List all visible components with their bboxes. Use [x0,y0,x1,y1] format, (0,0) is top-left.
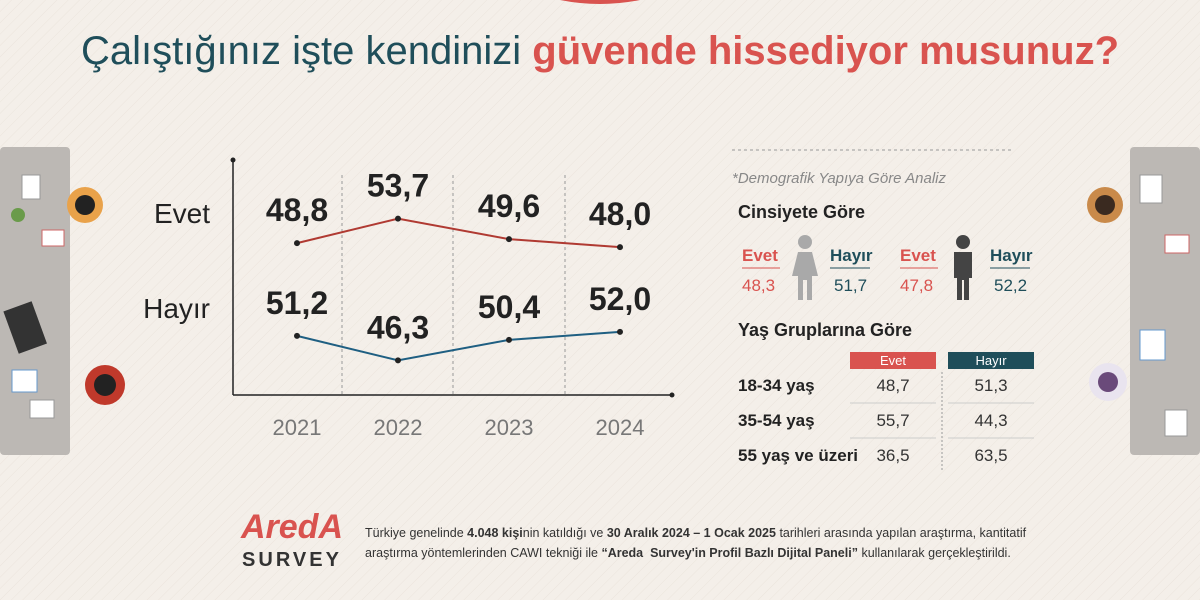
line [296,217,621,249]
title-part: güvende hissediyor musunuz? [532,29,1119,73]
footer-segment: tarihleri arasında yapılan araştırma, ka… [776,526,1027,540]
logo: AredA [240,508,343,546]
no-label: Hayır [990,246,1033,265]
footer-segment: araştırma yöntemlerinden CAWI tekniği il… [365,546,601,560]
point [294,332,300,339]
point [617,328,623,335]
line [296,330,621,362]
footer-text: Türkiye genelinde 4.048 kişinin katıldığ… [365,526,1027,560]
cell: 51,3 [974,376,1007,395]
x-tick-label: 2021 [273,415,322,440]
point [506,236,512,243]
cell: 36,5 [876,446,909,465]
section-title: Yaş Gruplarına Göre [738,320,912,340]
female-icon [792,235,818,300]
yes-value: 47,8 [900,276,933,295]
footer-line: araştırma yöntemlerinden CAWI tekniği il… [365,546,1011,560]
age-table: Evet Hayır 18-34 yaş 48,7 51,3 35-54 yaş 55,7 4… [738,353,1034,470]
yes-label: Evet [742,246,778,265]
footer-segment: “Areda Survey'in Profil Bazlı Dijital Pa… [601,546,858,560]
logo-sub: SURVEY [242,549,342,571]
cell: 55,7 [876,411,909,430]
no-value: 52,2 [994,276,1027,295]
no-label: Hayır [830,246,873,265]
no-value: 51,7 [834,276,867,295]
chart-frame [230,157,675,398]
value-label: 50,4 [478,289,540,325]
footer-segment: nin katıldığı ve [523,526,607,540]
point [395,357,401,364]
footer-segment: 30 Aralık 2024 – 1 Ocak 2025 [607,526,776,540]
header-label: Hayır [975,353,1007,368]
line-chart: 2021 2022 2023 2024 Evet 48,8 53,7 49,6 48,0 Hayı… [143,168,651,440]
cell: 44,3 [974,411,1007,430]
footer-line: Türkiye genelinde 4.048 kişinin katıldığ… [365,526,1027,540]
left-desk [0,147,125,455]
value-label: 51,2 [266,285,328,321]
value-label: 48,8 [266,192,328,228]
point [617,244,623,251]
yes-label: Evet [900,246,936,265]
cell: 48,7 [876,376,909,395]
title-part: Çalıştığınız işte kendinizi [81,29,532,73]
cell: 63,5 [974,446,1007,465]
footer-segment: Türkiye genelinde [365,526,467,540]
point [294,240,300,247]
value-label: 52,0 [589,281,651,317]
section-title: Cinsiyete Göre [738,202,865,222]
row-label: 18-34 yaş [738,376,815,395]
x-tick-label: 2022 [374,415,423,440]
yes-value: 48,3 [742,276,775,295]
header-cell [948,352,1034,369]
value-label: 49,6 [478,188,540,224]
x-tick-label: 2024 [596,415,645,440]
row-label: 35-54 yaş [738,411,815,430]
footer-segment: 4.048 kişi [467,526,523,540]
series-label: Hayır [143,293,210,324]
value-label: 48,0 [589,196,651,232]
series-label: Evet [154,198,210,229]
row-label: 55 yaş ve üzeri [738,446,858,465]
top-decoration [560,0,640,4]
x-tick-label: 2023 [485,415,534,440]
point [395,215,401,222]
right-desk [1087,147,1200,455]
title: Çalıştığınız işte kendinizi güvende hiss… [81,29,1119,73]
male-icon [954,235,972,300]
header-label: Evet [880,353,906,368]
value-label: 46,3 [367,309,429,345]
footer-segment: kullanılarak gerçekleştirildi. [858,546,1011,560]
subtitle: *Demografik Yapıya Göre Analiz [732,170,946,187]
value-label: 53,7 [367,168,429,204]
gender-stats: Evet 48,3 Hayır 51,7 Evet 47,8 Hayır 52,2 [742,246,1033,295]
point [506,336,512,343]
header-cell [850,352,936,369]
